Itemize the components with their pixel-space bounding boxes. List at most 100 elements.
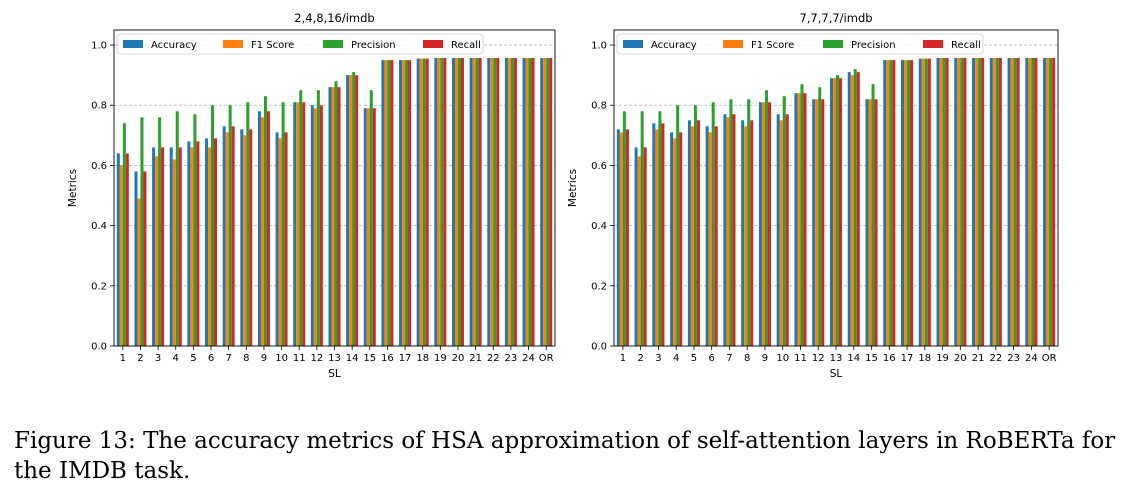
bar-recall [125, 153, 129, 346]
bar-accuracy [1025, 57, 1029, 346]
bar-precision [747, 99, 751, 346]
bar-precision [122, 123, 126, 347]
bar-f1-score [525, 57, 529, 346]
x-tick-label: 22 [989, 353, 1002, 364]
bar-recall [390, 60, 394, 346]
bar-precision [1031, 57, 1035, 346]
bar-f1-score [190, 147, 194, 346]
bar-f1-score [761, 102, 765, 346]
bar-f1-score [744, 126, 748, 346]
bar-precision [440, 57, 444, 346]
bar-recall [963, 57, 967, 346]
bar-precision [405, 60, 409, 346]
bar-precision [475, 57, 479, 346]
bar-recall [513, 57, 517, 346]
bar-accuracy [487, 57, 491, 346]
y-tick-label: 0.4 [91, 221, 107, 232]
bar-precision [871, 84, 875, 347]
bar-precision [457, 57, 461, 346]
bar-f1-score [454, 57, 458, 346]
x-tick-label: 11 [293, 353, 306, 364]
chart-panel-2: 0.00.20.40.60.81.01 2 3 4 5 6 7 8 9 10 11 12 13 14 15 1… [567, 11, 1059, 380]
bar-precision [640, 111, 644, 346]
legend-label: Recall [451, 40, 481, 51]
legend-label: Accuracy [651, 40, 697, 51]
bar-recall [998, 57, 1002, 346]
x-tick-label: 2 [637, 353, 643, 364]
y-tick-label: 0.0 [591, 342, 607, 353]
bar-precision [693, 105, 697, 346]
plot-frame [113, 29, 556, 347]
bar-recall [196, 141, 200, 346]
bar-f1-score [437, 57, 441, 346]
bar-recall [927, 58, 931, 346]
legend-swatch [823, 40, 843, 48]
bar-precision [299, 90, 303, 346]
bar-precision [676, 105, 680, 346]
bar-precision [818, 87, 822, 346]
legend-swatch [123, 40, 143, 48]
legend-label: F1 Score [251, 40, 294, 51]
bar-accuracy [972, 57, 976, 346]
bar-precision [158, 117, 162, 347]
bar-recall [478, 57, 482, 346]
legend: Accuracy F1 Score Precision Recall [616, 33, 984, 55]
bar-precision [369, 90, 373, 346]
bar-accuracy [293, 102, 297, 346]
plot-frame [613, 29, 1059, 347]
legend-swatch [923, 40, 943, 48]
x-tick-label: 3 [155, 353, 161, 364]
bar-f1-score [313, 108, 317, 346]
bar-precision [853, 69, 857, 346]
bar-recall [460, 57, 464, 346]
bar-recall [425, 58, 429, 346]
bar-precision [764, 90, 768, 346]
bar-precision [546, 57, 550, 346]
x-tick-label: 23 [1007, 353, 1020, 364]
x-tick-label: 17 [399, 353, 412, 364]
bar-recall [1052, 57, 1056, 346]
figure-caption: Figure 13: The accuracy metrics of HSA a… [14, 428, 1116, 484]
x-tick-label: 2 [137, 353, 143, 364]
x-tick-label: 4 [173, 353, 179, 364]
bar-accuracy [257, 111, 261, 346]
bar-f1-score [619, 132, 623, 346]
bar-f1-score [349, 75, 353, 347]
bar-precision [193, 114, 197, 347]
bar-precision [316, 90, 320, 346]
bar-recall [231, 126, 235, 346]
y-tick-label: 0.0 [91, 342, 107, 353]
bar-accuracy [670, 132, 674, 346]
x-tick-label: 20 [452, 353, 465, 364]
chart-panel-1: 0.00.20.40.60.81.01 2 3 4 5 6 7 8 9 10 11 12 13 14 15 1… [67, 11, 556, 380]
x-tick-label: 22 [487, 353, 500, 364]
bar-accuracy [346, 75, 350, 347]
x-tick-label: 13 [328, 353, 341, 364]
bar-f1-score [225, 132, 229, 346]
x-tick-label: 8 [744, 353, 750, 364]
bar-recall [355, 75, 359, 347]
bar-recall [372, 108, 376, 346]
bar-recall [266, 111, 270, 346]
bar-recall [767, 102, 771, 346]
bar-recall [839, 78, 843, 347]
bar-f1-score [384, 60, 388, 346]
bar-recall [408, 60, 412, 346]
bar-f1-score [507, 57, 511, 346]
x-tick-label: 21 [469, 353, 482, 364]
y-tick-label: 1.0 [91, 41, 107, 52]
bar-recall [178, 147, 182, 346]
bar-f1-score [957, 57, 961, 346]
bar-f1-score [921, 58, 925, 346]
bar-recall [732, 114, 736, 347]
bar-accuracy [275, 132, 279, 346]
bar-precision [995, 57, 999, 346]
bar-accuracy [416, 58, 420, 346]
bar-accuracy [723, 114, 727, 347]
legend-box [116, 33, 484, 55]
legend-swatch [323, 40, 343, 48]
bar-recall [856, 72, 860, 346]
x-tick-label: 18 [918, 353, 931, 364]
x-tick-label: 14 [847, 353, 860, 364]
bar-precision [422, 58, 426, 346]
